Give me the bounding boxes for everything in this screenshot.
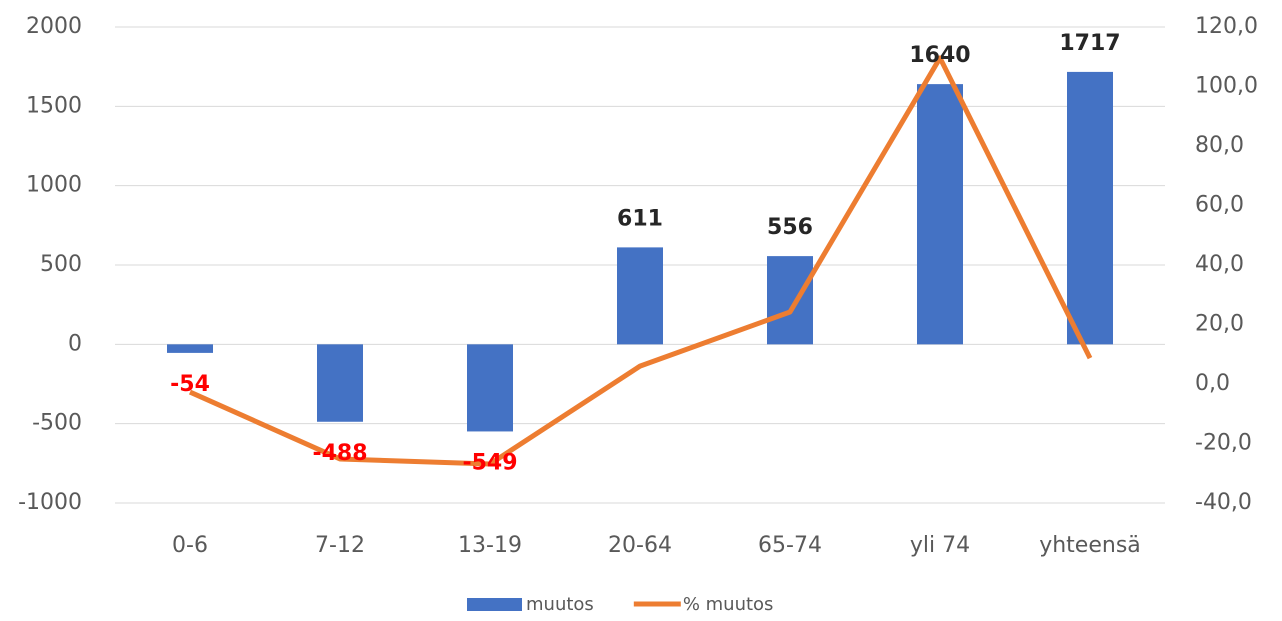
y2-tick-label: 0,0 (1195, 371, 1230, 396)
data-label: 611 (617, 206, 663, 231)
y-tick-label: -500 (32, 411, 82, 436)
bar (917, 84, 963, 345)
x-tick-label: yli 74 (910, 533, 970, 558)
y-tick-label: 2000 (26, 14, 82, 39)
line (188, 55, 1093, 467)
y2-tick-label: -20,0 (1195, 431, 1252, 456)
bar (1067, 71, 1113, 345)
y2-tick-label: -40,0 (1195, 490, 1252, 515)
data-label: 1717 (1059, 31, 1120, 56)
x-tick-label: 20-64 (608, 533, 672, 558)
y-tick-label: 0 (68, 331, 82, 356)
legend-label: muutos (526, 594, 594, 615)
x-tick-label: yhteensä (1039, 533, 1141, 558)
x-tick-label: 0-6 (172, 533, 208, 558)
y2-tick-label: 120,0 (1195, 14, 1258, 39)
bar (767, 256, 813, 345)
y2-tick-label: 60,0 (1195, 193, 1244, 218)
y-tick-label: 1500 (26, 93, 82, 118)
y-tick-label: 500 (40, 252, 82, 277)
data-label: 556 (767, 215, 813, 240)
x-tick-label: 65-74 (758, 533, 822, 558)
x-tick-label: 7-12 (315, 533, 365, 558)
data-label: 1640 (909, 43, 970, 68)
y-tick-label: 1000 (26, 173, 82, 198)
y2-tick-label: 20,0 (1195, 312, 1244, 337)
bar (317, 344, 363, 422)
data-label: -54 (170, 372, 210, 397)
x-tick-label: 13-19 (458, 533, 522, 558)
bar (467, 344, 513, 432)
data-label: -549 (462, 450, 517, 475)
y-tick-label: -1000 (18, 490, 82, 515)
bar (167, 344, 213, 353)
bar (617, 247, 663, 345)
y2-tick-label: 80,0 (1195, 133, 1244, 158)
legend-swatch (467, 598, 522, 611)
legend-label: % muutos (683, 594, 774, 615)
data-label: -488 (312, 441, 367, 466)
y2-tick-label: 100,0 (1195, 74, 1258, 99)
y2-tick-label: 40,0 (1195, 252, 1244, 277)
